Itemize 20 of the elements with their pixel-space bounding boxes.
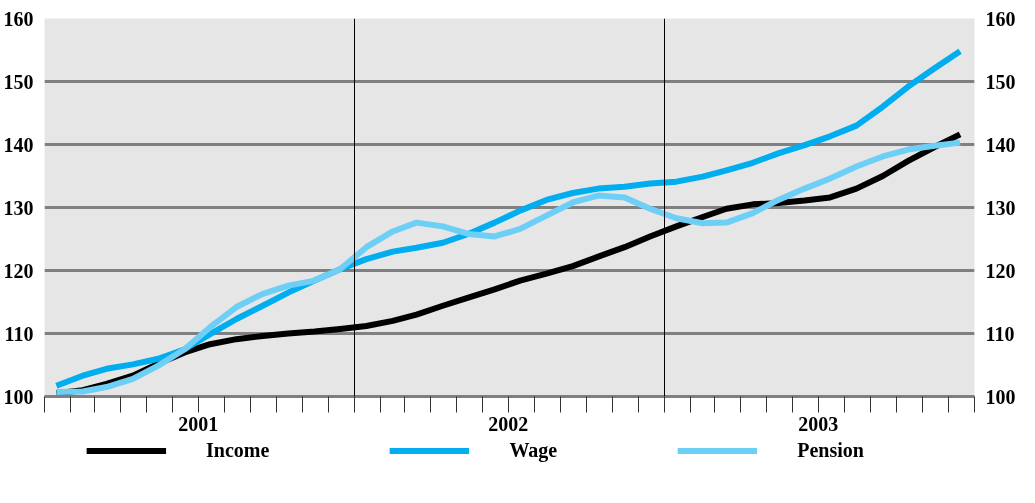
legend-label: Pension xyxy=(797,438,864,462)
y2-tick-label: 160 xyxy=(985,7,1016,30)
y2-tick-label: 150 xyxy=(985,70,1016,93)
y-tick-label: 130 xyxy=(3,196,34,219)
y2-tick-label: 110 xyxy=(985,322,1015,345)
legend-label: Wage xyxy=(509,438,558,462)
y-tick-label: 110 xyxy=(4,322,34,345)
y-tick-label: 100 xyxy=(3,385,34,408)
y2-tick-label: 100 xyxy=(985,385,1016,408)
x-tick-label: 2003 xyxy=(798,412,839,435)
y-tick-label: 150 xyxy=(3,70,34,93)
y2-tick-label: 120 xyxy=(985,259,1016,282)
x-tick-label: 2002 xyxy=(488,412,529,435)
y2-tick-label: 130 xyxy=(985,196,1016,219)
legend-label: Income xyxy=(206,438,270,462)
y-tick-label: 160 xyxy=(3,7,34,30)
y2-tick-label: 140 xyxy=(985,133,1016,156)
y-tick-label: 120 xyxy=(3,259,34,282)
y-tick-label: 140 xyxy=(3,133,34,156)
x-tick-label: 2001 xyxy=(178,412,219,435)
